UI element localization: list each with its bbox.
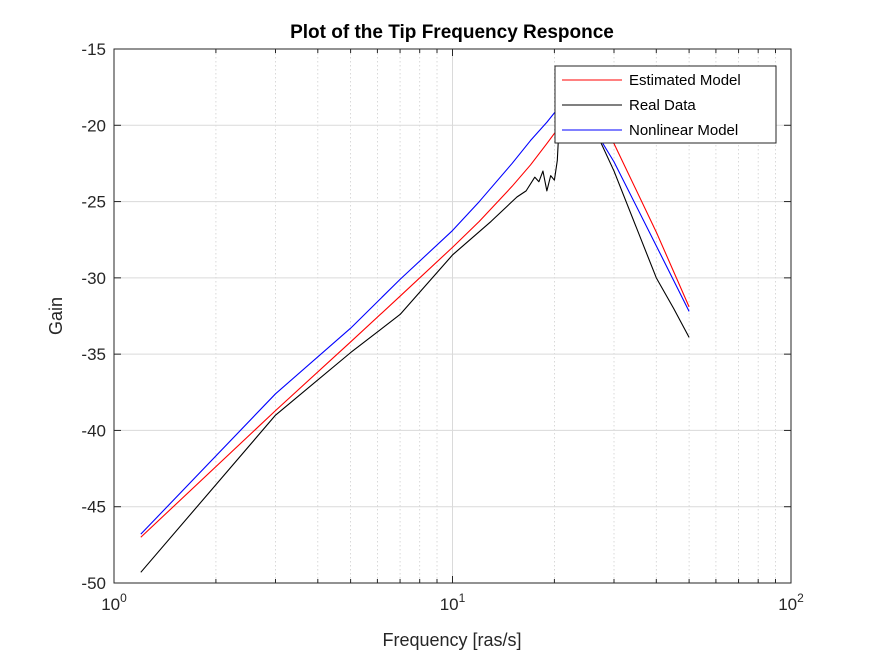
x-tick-label: 102	[778, 591, 804, 614]
legend-label-estimated-model: Estimated Model	[629, 72, 741, 89]
x-tick-label: 101	[440, 591, 466, 614]
y-tick-label: -40	[81, 421, 106, 440]
x-tick-label: 100	[101, 591, 127, 614]
y-axis-label: Gain	[46, 297, 66, 335]
legend-label-nonlinear-model: Nonlinear Model	[629, 122, 738, 139]
x-axis-label: Frequency [ras/s]	[382, 630, 521, 650]
y-tick-labels: -15 -20 -25 -30 -35 -40 -45 -50	[81, 40, 106, 593]
legend-label-real-data: Real Data	[629, 97, 696, 114]
chart-title: Plot of the Tip Frequency Responce	[290, 22, 614, 43]
tick-marks	[113, 48, 792, 584]
y-tick-label: -45	[81, 498, 106, 517]
legend: Estimated Model Real Data Nonlinear Model	[554, 65, 777, 144]
y-tick-label: -25	[81, 193, 106, 212]
y-tick-label: -20	[81, 116, 106, 135]
y-tick-label: -35	[81, 345, 106, 364]
y-tick-label: -30	[81, 269, 106, 288]
y-tick-label: -50	[81, 574, 106, 593]
y-tick-label: -15	[81, 40, 106, 59]
x-tick-labels: 100 101 102	[101, 591, 804, 614]
